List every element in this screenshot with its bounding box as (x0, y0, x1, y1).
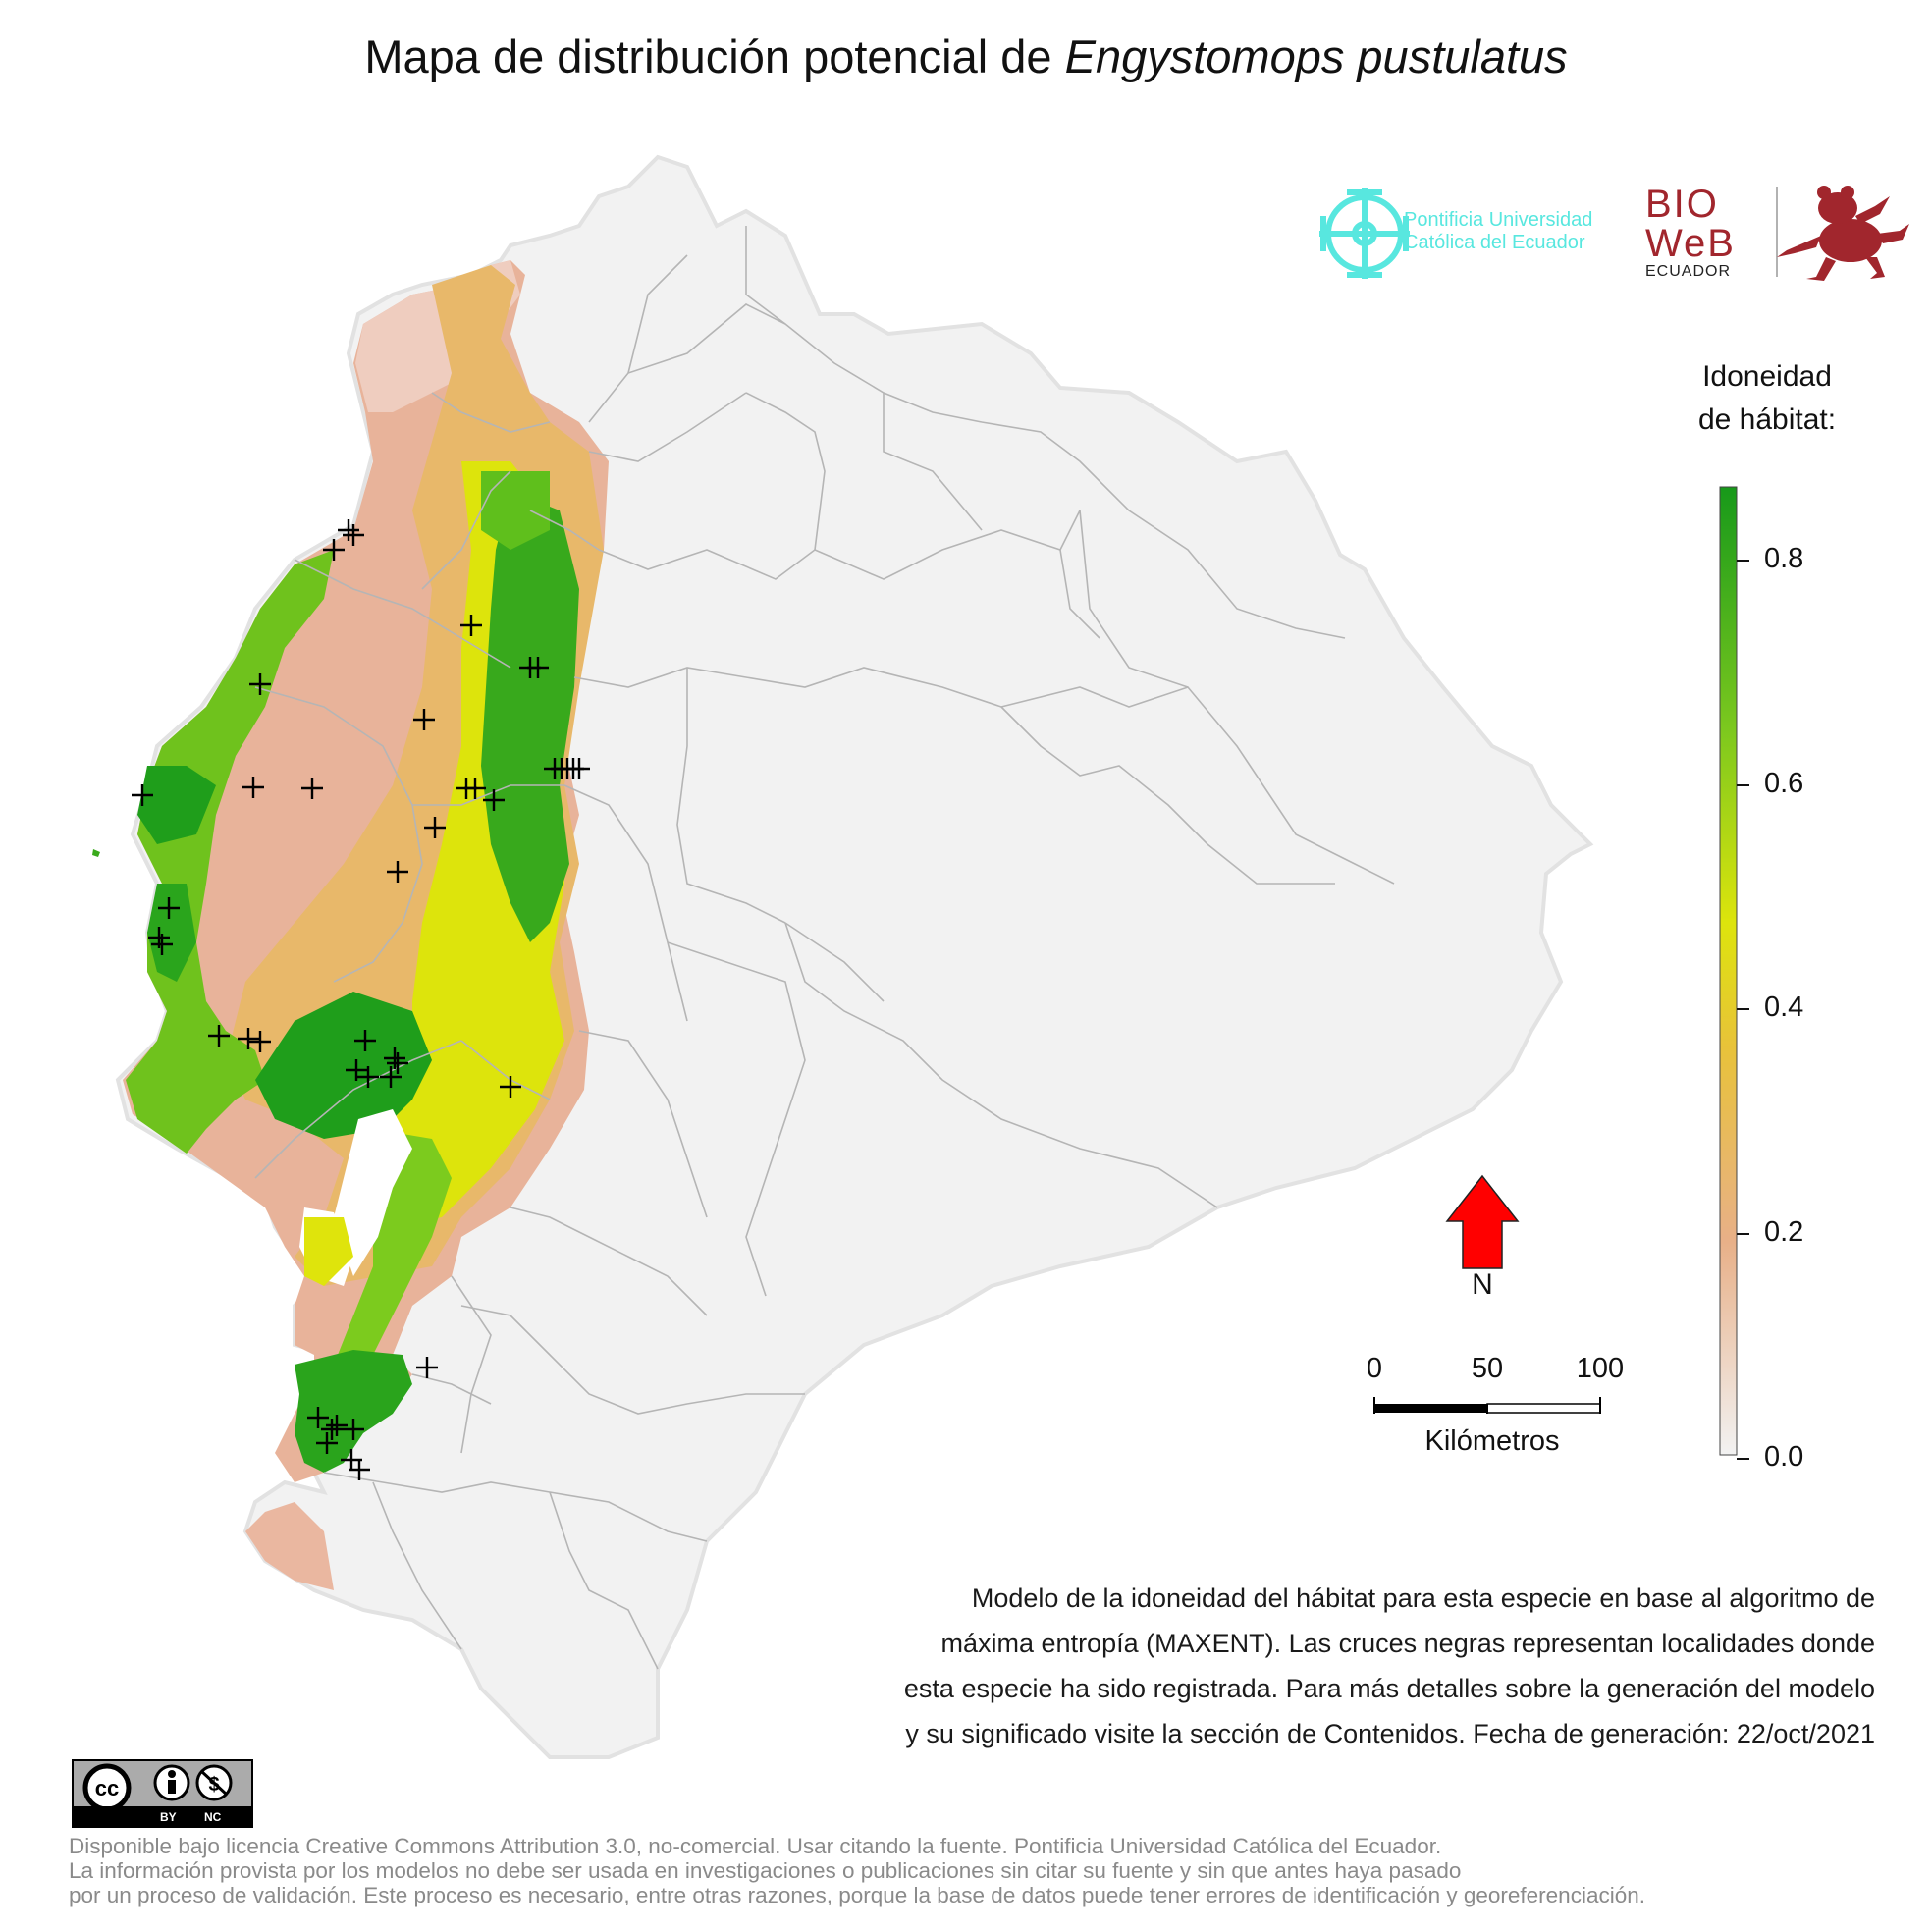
map-caption: Modelo de la idoneidad del hábitat para … (903, 1583, 1875, 1748)
record-cross (354, 1030, 376, 1051)
record-cross (316, 1432, 338, 1454)
north-label: N (1472, 1268, 1493, 1301)
record-cross (307, 1407, 329, 1428)
license-text: Disponible bajo licencia Creative Common… (69, 1834, 1645, 1907)
record-cross (380, 1066, 402, 1088)
svg-text:cc: cc (95, 1776, 119, 1800)
record-cross (343, 1419, 364, 1440)
record-cross (321, 1419, 343, 1440)
legend-tick-marks (1737, 560, 1749, 1460)
record-cross (460, 615, 482, 636)
frog-logo-icon (1777, 186, 1909, 281)
record-cross (326, 1415, 348, 1436)
record-cross (500, 1076, 521, 1098)
scale-label: 0 (1366, 1353, 1383, 1384)
legend-tick-label: 0.0 (1764, 1441, 1804, 1473)
record-cross (158, 897, 180, 919)
record-cross (249, 673, 271, 695)
record-cross (132, 784, 153, 806)
record-cross (242, 777, 264, 798)
record-cross (249, 1031, 271, 1052)
puce-logo-text: Pontificia Universidad Católica del Ecua… (1404, 209, 1593, 253)
scale-bar (1373, 1397, 1601, 1414)
scale-unit: Kilómetros (1424, 1425, 1560, 1457)
record-cross (357, 1066, 379, 1088)
cc-license-labels: BY NC (72, 1806, 253, 1828)
record-cross (338, 519, 359, 541)
record-cross (483, 789, 505, 811)
record-cross (151, 934, 173, 955)
record-cross (349, 1459, 370, 1480)
record-cross (208, 1025, 230, 1046)
record-cross (387, 861, 408, 883)
record-cross (527, 657, 549, 678)
record-crosses (132, 519, 590, 1480)
north-arrow-icon (1445, 1174, 1520, 1269)
record-cross (464, 778, 486, 799)
record-cross (323, 539, 345, 561)
record-cross (301, 778, 323, 799)
legend-colorbar (1719, 486, 1738, 1456)
record-cross (343, 524, 364, 546)
legend-title: Idoneidad de hábitat: (1697, 360, 1837, 436)
province-borders (254, 226, 1395, 1670)
record-cross (346, 1059, 367, 1081)
legend-tick-label: 0.2 (1764, 1216, 1804, 1248)
puce-logo-icon (1319, 188, 1410, 279)
record-cross (413, 709, 435, 730)
suitability-layer (92, 260, 609, 1590)
record-cross (568, 758, 590, 779)
bioweb-logo: BIO WeB ECUADOR (1645, 183, 1736, 280)
scale-label: 100 (1576, 1353, 1625, 1384)
legend-tick-label: 0.6 (1764, 768, 1804, 799)
record-cross (416, 1357, 438, 1378)
record-cross (387, 1052, 408, 1074)
record-cross (238, 1028, 259, 1049)
scale-label: 50 (1471, 1353, 1504, 1384)
record-cross (424, 817, 446, 838)
page-title: Mapa de distribución potencial de Engyst… (364, 30, 1568, 82)
legend-tick-label: 0.8 (1764, 543, 1804, 574)
record-cross (384, 1047, 405, 1069)
legend-tick-label: 0.4 (1764, 992, 1804, 1023)
